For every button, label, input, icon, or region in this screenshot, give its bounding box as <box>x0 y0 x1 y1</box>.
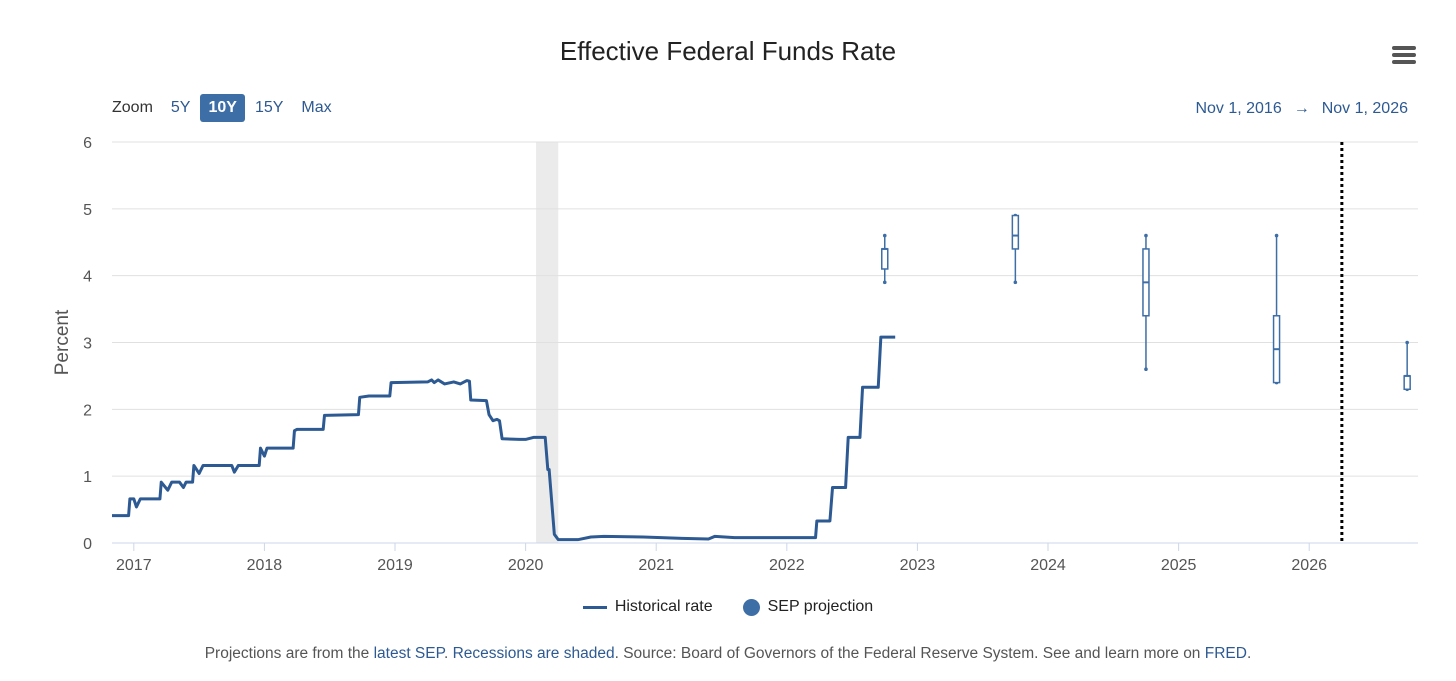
legend-sep[interactable]: SEP projection <box>742 598 874 616</box>
sep-box <box>1403 375 1411 391</box>
y-tick-label: 0 <box>83 536 92 553</box>
footer-text: . <box>443 645 453 662</box>
sep-high <box>1144 233 1148 238</box>
y-axis-title: Percent <box>52 309 73 375</box>
sep-box <box>881 248 889 270</box>
zoom-label: Zoom <box>112 99 153 116</box>
sep-low <box>882 280 887 285</box>
sep-low <box>1144 367 1148 372</box>
legend-historical[interactable]: Historical rate <box>582 598 713 616</box>
zoom-max-button[interactable]: Max <box>301 99 332 116</box>
legend-historical-label: Historical rate <box>614 598 713 615</box>
dot-swatch <box>742 598 760 616</box>
zoom-10y-button[interactable]: 10Y <box>200 94 245 122</box>
y-tick-label: 5 <box>83 202 92 219</box>
zoom-5y-button[interactable]: 5Y <box>170 99 191 116</box>
x-tick-label: 2020 <box>508 557 544 574</box>
sep-box <box>1011 214 1020 250</box>
footer-note: Projections are from the latest SEP. Rec… <box>0 645 1456 663</box>
legend: Historical rate SEP projection <box>0 598 1456 616</box>
chart-title: Effective Federal Funds Rate <box>559 36 897 66</box>
historical-rate-line <box>112 335 896 542</box>
footer-text: . Source: Board of Governors of the Fede… <box>614 645 1205 662</box>
x-tick-label: 2019 <box>377 557 413 574</box>
x-tick-label: 2022 <box>769 557 805 574</box>
recessions-link[interactable]: Recessions are shaded <box>452 645 615 662</box>
y-tick-label: 6 <box>83 135 92 152</box>
range-arrow: → <box>1293 100 1310 117</box>
hamburger-menu-icon[interactable] <box>1392 46 1416 67</box>
x-tick-label: 2017 <box>116 557 152 574</box>
sep-high <box>882 233 887 238</box>
line-swatch <box>582 605 607 609</box>
footer-text: Projections are from the <box>204 645 374 662</box>
latest-sep-link[interactable]: latest SEP <box>373 645 444 662</box>
zoom-controls: Zoom 5Y 10Y 15Y Max <box>112 94 342 122</box>
x-tick-label: 2018 <box>247 557 283 574</box>
fred-link[interactable]: FRED <box>1204 645 1247 662</box>
range-to[interactable]: Nov 1, 2026 <box>1321 100 1408 117</box>
y-tick-label: 1 <box>83 469 92 486</box>
zoom-15y-button[interactable]: 15Y <box>254 99 284 116</box>
sep-high <box>1274 233 1279 238</box>
legend-sep-label: SEP projection <box>767 598 874 615</box>
range-from[interactable]: Nov 1, 2016 <box>1195 100 1282 117</box>
sep-high <box>1405 340 1409 345</box>
y-tick-label: 3 <box>83 336 92 353</box>
x-tick-label: 2026 <box>1291 557 1327 574</box>
sep-low <box>1013 280 1018 285</box>
y-tick-label: 4 <box>83 269 92 286</box>
y-tick-label: 2 <box>83 402 92 419</box>
x-tick-label: 2024 <box>1030 557 1066 574</box>
date-range: Nov 1, 2016 → Nov 1, 2026 <box>1189 100 1414 118</box>
x-tick-label: 2023 <box>900 557 936 574</box>
x-tick-label: 2021 <box>638 557 674 574</box>
footer-text: . <box>1246 645 1252 662</box>
x-tick-label: 2025 <box>1161 557 1197 574</box>
